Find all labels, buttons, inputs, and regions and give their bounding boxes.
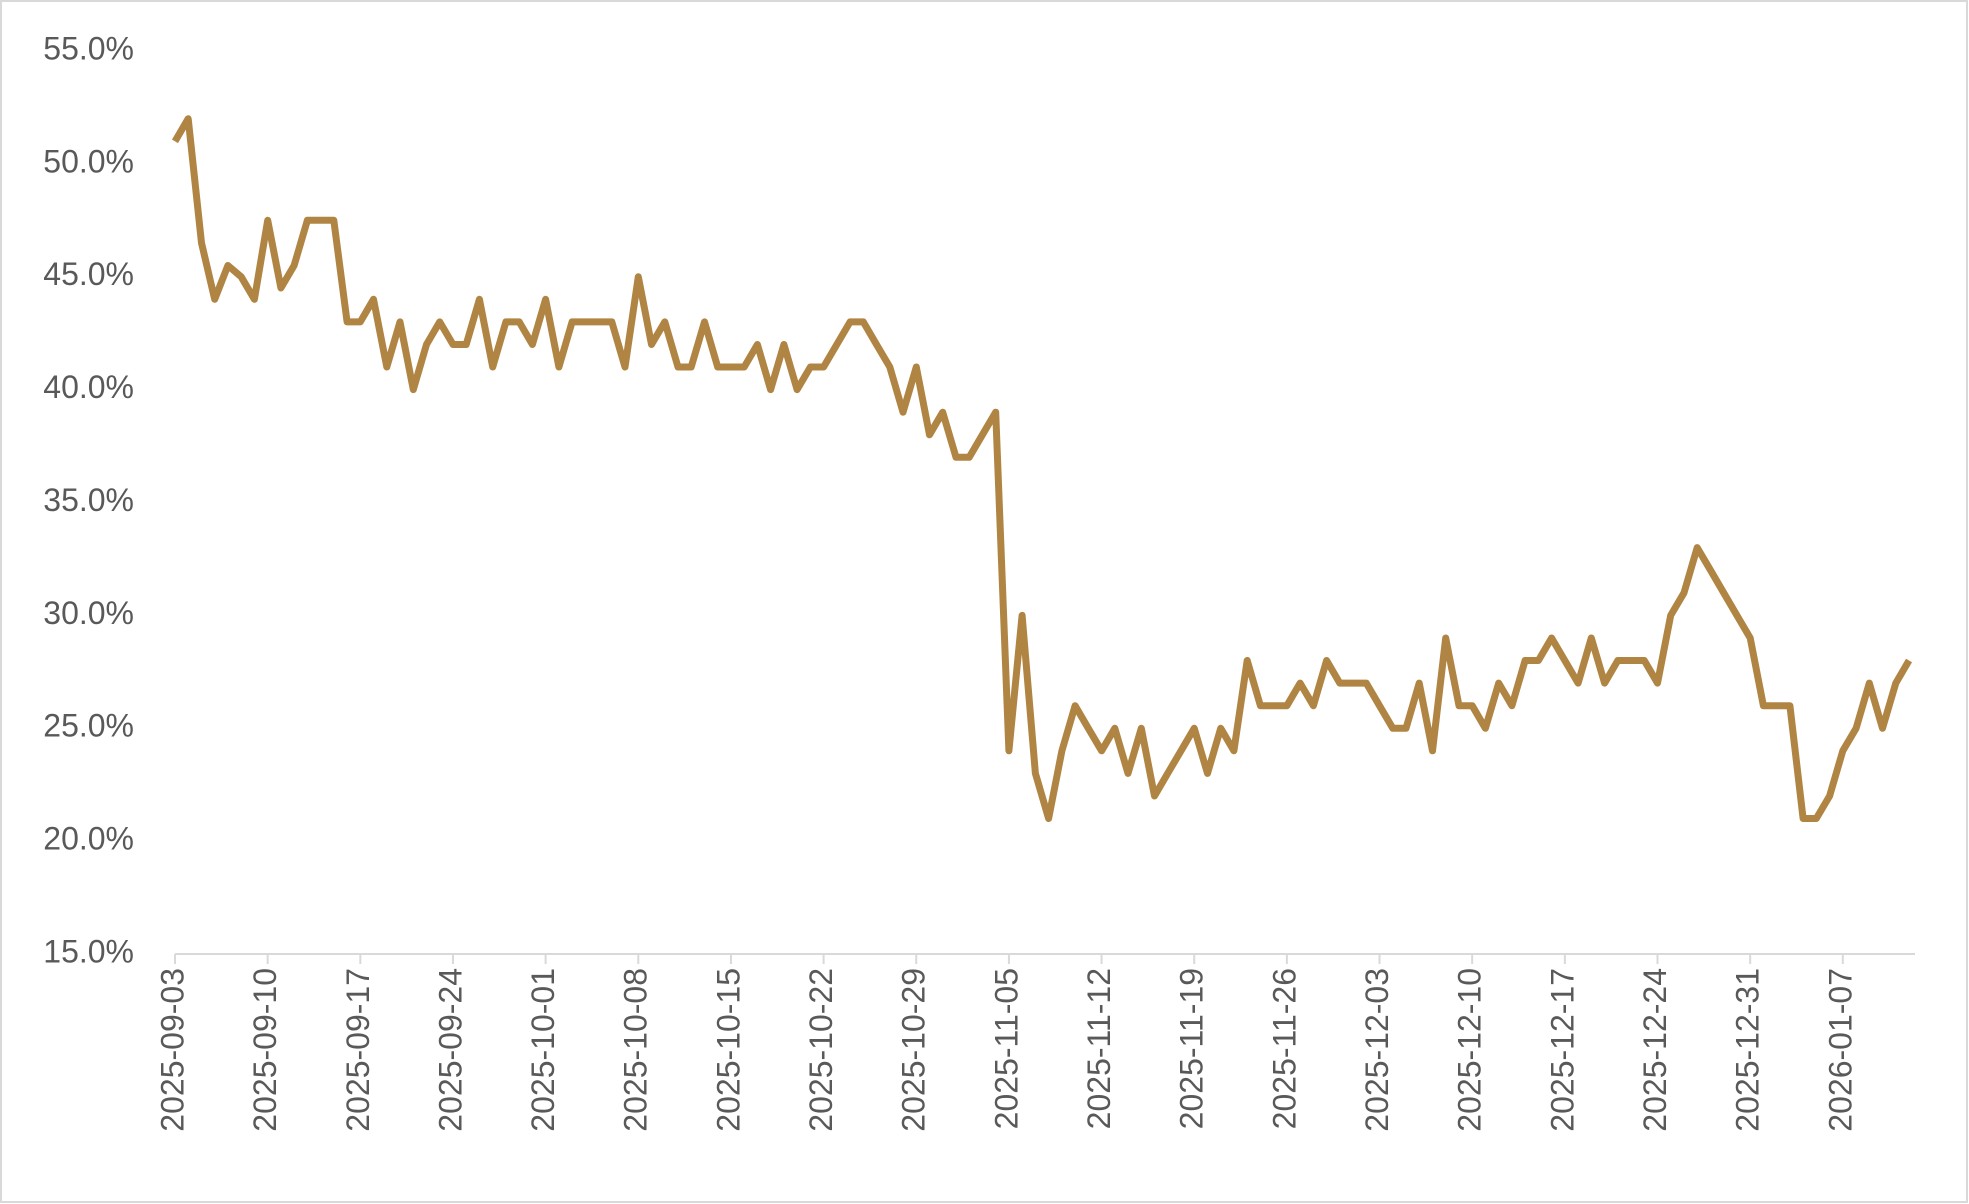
y-tick-label: 40.0% <box>43 369 134 405</box>
x-tick-label: 2025-10-01 <box>525 968 561 1132</box>
x-tick-label: 2025-12-31 <box>1730 968 1766 1132</box>
x-tick-label: 2025-09-10 <box>247 968 283 1132</box>
y-tick-label: 50.0% <box>43 143 134 179</box>
x-tick-label: 2025-11-12 <box>1081 968 1117 1129</box>
x-tick-label: 2025-09-03 <box>154 968 190 1132</box>
y-tick-label: 25.0% <box>43 708 134 744</box>
y-tick-label: 55.0% <box>43 30 134 66</box>
x-tick-label: 2025-09-17 <box>340 968 376 1132</box>
x-tick-label: 2025-11-05 <box>988 968 1024 1129</box>
x-tick-label: 2025-12-17 <box>1544 968 1580 1132</box>
x-tick-label: 2025-12-03 <box>1359 968 1395 1132</box>
y-tick-label: 15.0% <box>43 933 134 969</box>
x-tick-label: 2026-01-07 <box>1822 968 1858 1132</box>
x-tick-label: 2025-10-29 <box>896 968 932 1132</box>
y-tick-label: 35.0% <box>43 482 134 518</box>
x-tick-label: 2025-11-19 <box>1174 968 1210 1129</box>
x-tick-label: 2025-12-10 <box>1452 968 1488 1132</box>
x-tick-label: 2025-10-22 <box>803 968 839 1132</box>
x-tick-label: 2025-11-26 <box>1266 968 1302 1129</box>
x-tick-label: 2025-10-15 <box>710 968 746 1132</box>
y-tick-label: 20.0% <box>43 821 134 857</box>
x-tick-label: 2025-10-08 <box>618 968 654 1132</box>
y-tick-label: 30.0% <box>43 595 134 631</box>
x-tick-label: 2025-12-24 <box>1637 968 1673 1132</box>
x-tick-label: 2025-09-24 <box>432 968 468 1132</box>
y-tick-label: 45.0% <box>43 256 134 292</box>
data-line <box>171 115 1913 822</box>
